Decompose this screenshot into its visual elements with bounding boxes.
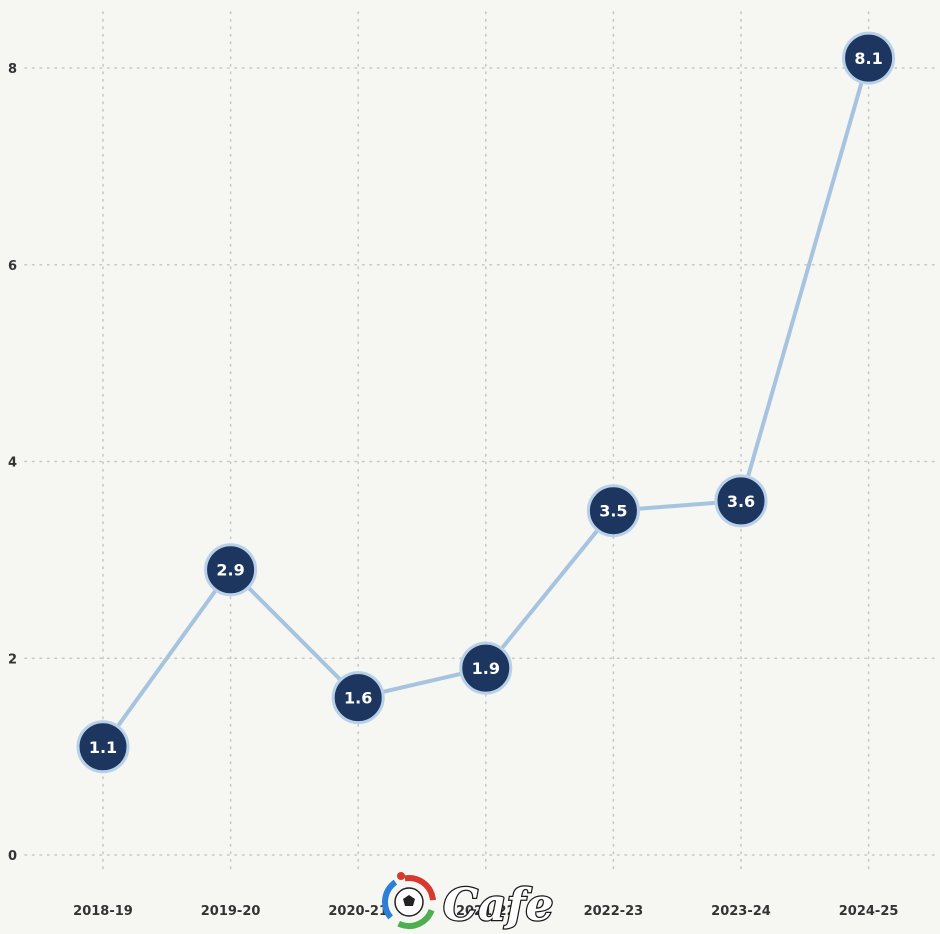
x-tick-label: 2018-19 xyxy=(73,904,133,919)
data-point-marker xyxy=(331,671,385,725)
data-point-label: 2.9 xyxy=(216,561,244,580)
data-point-marker xyxy=(459,641,513,695)
x-tick-label: 2020-21 xyxy=(328,904,388,919)
data-point-label: 3.5 xyxy=(599,502,627,521)
data-point-label: 8.1 xyxy=(854,49,882,68)
y-tick-label: 0 xyxy=(8,849,17,864)
data-point: 1.6 xyxy=(331,671,385,725)
grid xyxy=(24,11,936,871)
x-tick-label: 2023-24 xyxy=(711,904,771,919)
x-tick-label: 2019-20 xyxy=(201,904,261,919)
data-point: 3.5 xyxy=(586,484,640,538)
x-tick-label: 2021-22 xyxy=(456,904,516,919)
data-point-marker xyxy=(842,31,896,85)
y-tick-label: 2 xyxy=(8,652,17,667)
data-point-label: 1.9 xyxy=(472,659,500,678)
x-tick-label: 2024-25 xyxy=(839,904,899,919)
data-point-label: 3.6 xyxy=(727,492,755,511)
data-point-marker xyxy=(586,484,640,538)
data-point-marker xyxy=(204,543,258,597)
data-point-marker xyxy=(76,720,130,774)
watermark-logo: Cafe xyxy=(382,872,555,932)
data-point: 2.9 xyxy=(204,543,258,597)
y-axis-ticks: 0 2 4 6 8 xyxy=(8,62,17,864)
y-tick-label: 8 xyxy=(8,62,17,77)
watermark-text: Cafe xyxy=(443,880,553,931)
y-tick-label: 4 xyxy=(8,456,17,471)
data-point: 1.9 xyxy=(459,641,513,695)
data-point-label: 1.6 xyxy=(344,689,372,708)
x-axis-ticks: 2018-19 2019-20 2020-21 2021-22 2022-23 2023-… xyxy=(73,904,898,919)
x-tick-label: 2022-23 xyxy=(584,904,644,919)
data-point-label: 1.1 xyxy=(89,738,117,757)
data-point: 1.1 xyxy=(76,720,130,774)
data-point-marker xyxy=(714,474,768,528)
data-point: 8.1 xyxy=(842,31,896,85)
data-point: 3.6 xyxy=(714,474,768,528)
data-points: 1.1 2.9 1.6 1.9 3.5 3.6 8.1 xyxy=(76,31,896,774)
soccer-ball-logo-icon xyxy=(382,872,436,929)
y-tick-label: 6 xyxy=(8,259,17,274)
